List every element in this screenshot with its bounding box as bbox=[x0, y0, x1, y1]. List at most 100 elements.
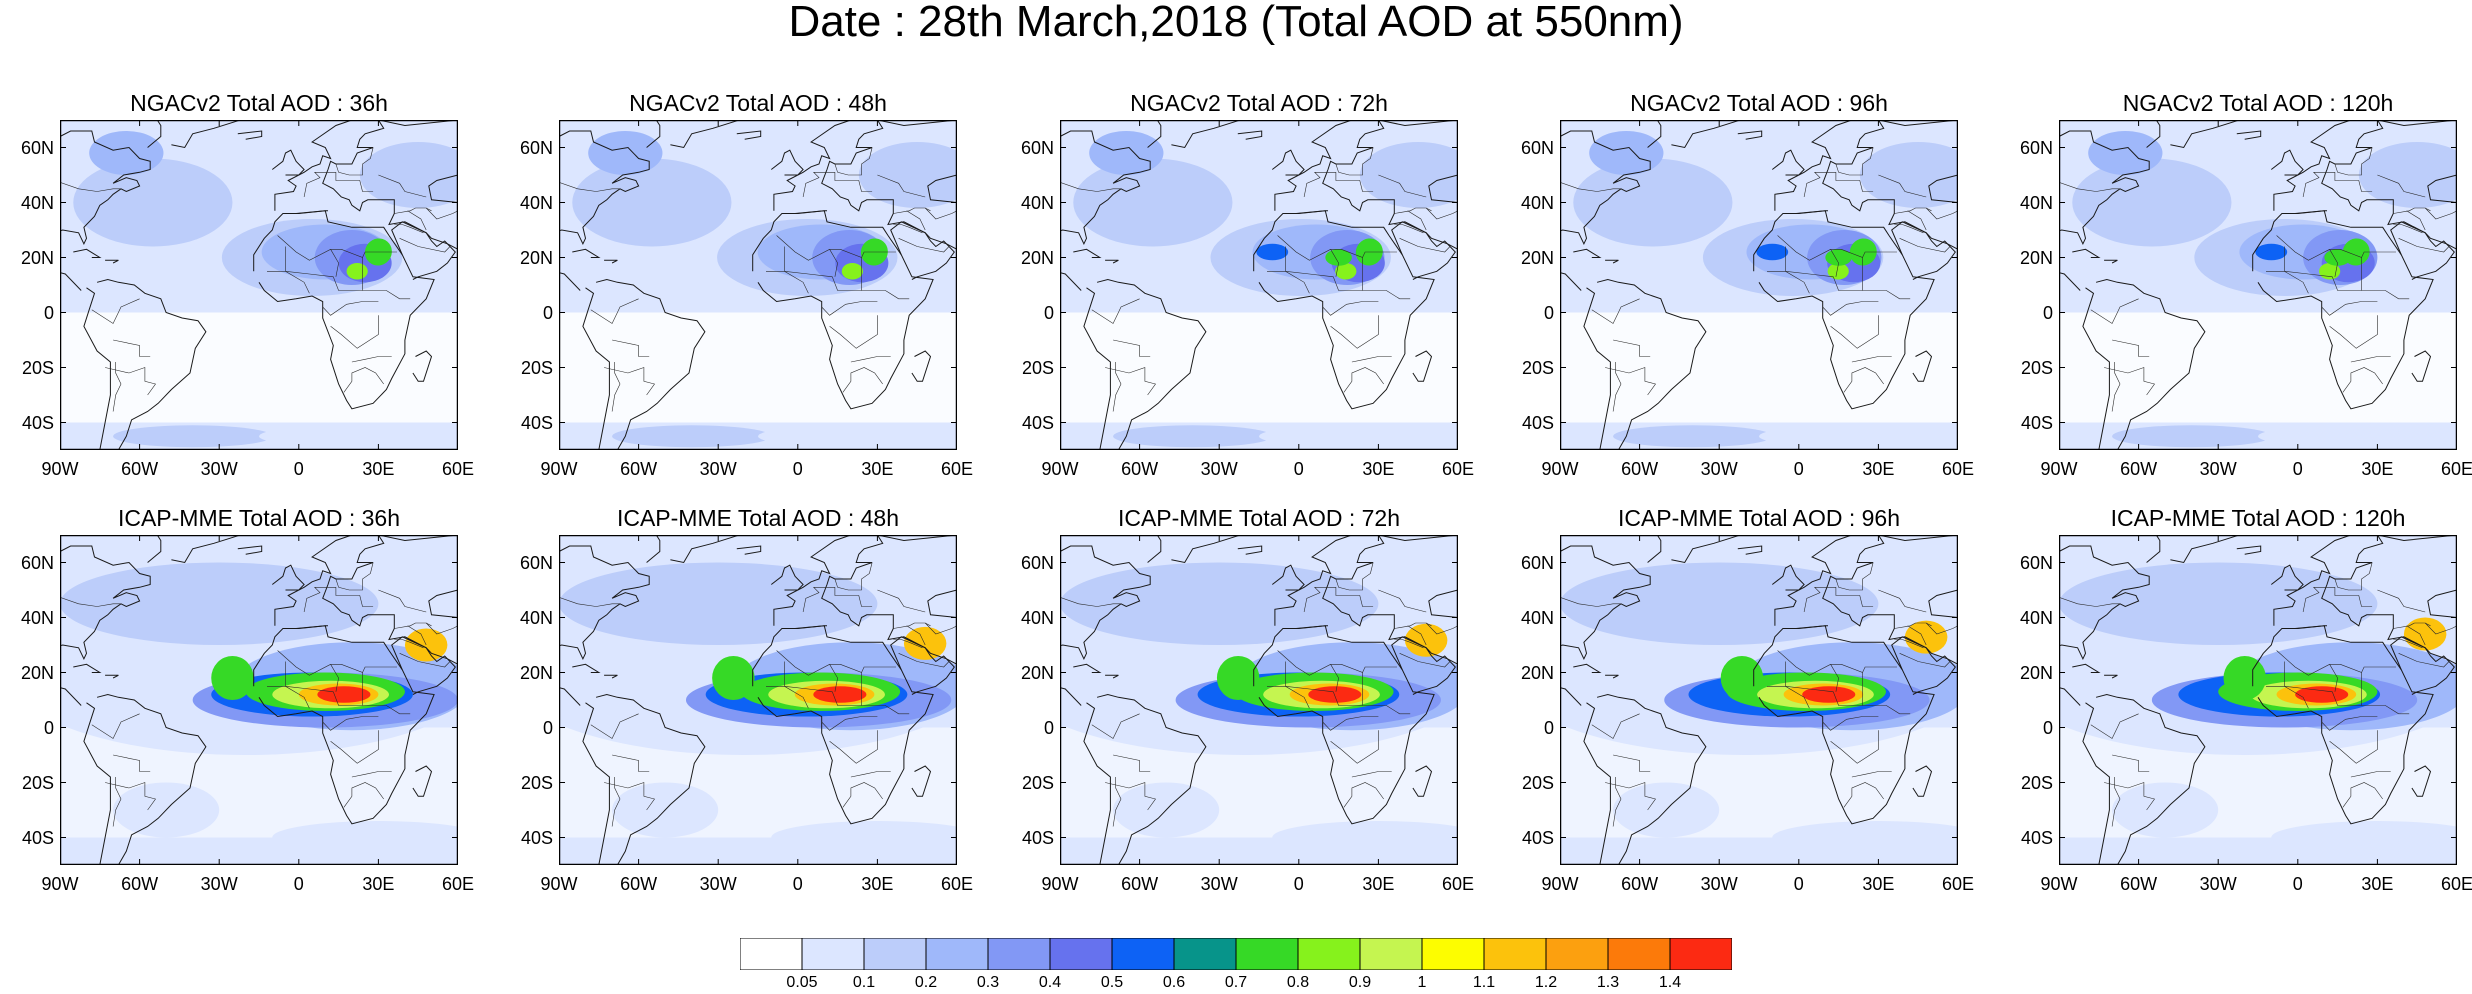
lon-tick-label: 60E bbox=[2440, 874, 2472, 894]
country-border bbox=[1899, 238, 1951, 253]
country-border bbox=[2361, 251, 2396, 258]
lat-tick-label: 20N bbox=[519, 662, 553, 683]
panel-title: NGACv2 Total AOD : 48h bbox=[629, 90, 887, 116]
lon-tick-label: 0 bbox=[1293, 874, 1304, 894]
country-border bbox=[829, 664, 838, 692]
colorbar-label: 0.1 bbox=[852, 974, 876, 991]
lat-tick-label: 60N bbox=[1020, 552, 1054, 573]
panel-title: NGACv2 Total AOD : 96h bbox=[1630, 90, 1888, 116]
coastline bbox=[572, 248, 601, 258]
aod-contour bbox=[2059, 562, 2378, 645]
lat-tick-label: 0 bbox=[1043, 302, 1054, 323]
country-border bbox=[1267, 271, 1363, 291]
aod-map bbox=[1060, 120, 1458, 450]
country-border bbox=[2406, 210, 2426, 231]
country-border bbox=[850, 771, 891, 778]
lon-tick-label: 60W bbox=[620, 874, 658, 894]
coastline bbox=[1147, 535, 1242, 564]
figure-title: Date : 28th March,2018 (Total AOD at 550… bbox=[788, 0, 1684, 46]
lat-tick-label: 40S bbox=[2020, 412, 2053, 433]
coastline bbox=[105, 674, 119, 679]
country-border bbox=[1835, 562, 1874, 591]
coastline bbox=[83, 278, 207, 450]
country-border bbox=[105, 782, 157, 811]
country-border bbox=[906, 210, 926, 231]
country-border bbox=[285, 246, 310, 294]
country-border bbox=[1407, 625, 1427, 646]
coastline bbox=[1912, 765, 1933, 797]
coastline bbox=[572, 663, 601, 673]
aod-contour bbox=[1613, 425, 1773, 448]
lat-tick-label: 20S bbox=[2020, 772, 2053, 793]
panel-title: NGACv2 Total AOD : 120h bbox=[2122, 90, 2394, 116]
aod-map bbox=[1060, 535, 1458, 865]
colorbar-label: 1.3 bbox=[1596, 974, 1620, 991]
lat-tick-label: 20S bbox=[1521, 772, 1554, 793]
country-border bbox=[2424, 207, 2457, 220]
country-border bbox=[2342, 782, 2383, 808]
map-panel-icap-96: ICAP-MME Total AOD : 96h 60N 40N 20N 0 20S 40S… bbox=[1521, 505, 1974, 893]
country-border bbox=[335, 147, 374, 176]
lat-tick-label: 40N bbox=[1020, 192, 1054, 213]
country-border bbox=[1425, 622, 1458, 635]
lon-tick-label: 30W bbox=[200, 874, 238, 894]
lat-tick-label: 40S bbox=[1021, 412, 1054, 433]
lon-tick-label: 30W bbox=[2199, 459, 2237, 479]
country-border bbox=[2393, 639, 2423, 649]
panel-title: ICAP-MME Total AOD : 96h bbox=[1617, 505, 1901, 531]
country-border bbox=[893, 224, 923, 234]
lon-tick-label: 90W bbox=[1541, 874, 1579, 894]
aod-contour bbox=[60, 562, 379, 645]
coastline bbox=[73, 663, 102, 673]
country-border bbox=[861, 251, 896, 258]
coastline bbox=[2270, 149, 2304, 176]
country-border bbox=[2302, 171, 2373, 198]
country-border bbox=[611, 777, 621, 827]
coastline bbox=[1573, 663, 1602, 673]
colorbar-label: 1.2 bbox=[1534, 974, 1558, 991]
lat-tick-label: 60N bbox=[519, 137, 553, 158]
colorbar-box bbox=[740, 938, 803, 970]
coastline bbox=[237, 130, 263, 140]
country-border bbox=[1322, 301, 1379, 316]
country-border bbox=[1830, 730, 1879, 764]
country-border bbox=[898, 653, 950, 668]
lon-tick-label: 30W bbox=[2199, 874, 2237, 894]
colorbar-box bbox=[987, 938, 1051, 970]
lat-tick-label: 60N bbox=[2019, 137, 2053, 158]
aod-contour bbox=[346, 263, 368, 280]
lon-tick-label: 30W bbox=[699, 459, 737, 479]
map-panel-ngac-72: NGACv2 Total AOD : 72h 60N 40N 20N 0 20S 40S 90… bbox=[1021, 90, 1474, 478]
panel-title: NGACv2 Total AOD : 36h bbox=[130, 90, 388, 116]
coastline bbox=[2059, 130, 2150, 291]
colorbar-box bbox=[863, 938, 927, 970]
country-border bbox=[1394, 639, 1424, 649]
coastline bbox=[1083, 693, 1207, 865]
aod-contour bbox=[771, 821, 957, 854]
country-border bbox=[1591, 298, 1640, 324]
country-border bbox=[877, 589, 926, 613]
country-border bbox=[1330, 730, 1379, 764]
lat-tick-label: 40S bbox=[520, 412, 553, 433]
lat-tick-label: 40S bbox=[520, 827, 553, 848]
country-border bbox=[1362, 290, 1411, 300]
country-border bbox=[1878, 589, 1927, 613]
coastline bbox=[105, 259, 119, 264]
coastline bbox=[2146, 120, 2241, 149]
aod-contour bbox=[572, 158, 732, 247]
lon-tick-label: 30E bbox=[861, 874, 894, 894]
lat-tick-label: 0 bbox=[2042, 302, 2053, 323]
country-border bbox=[2090, 298, 2139, 324]
lat-tick-label: 20N bbox=[1020, 247, 1054, 268]
country-border bbox=[91, 713, 140, 739]
aod-contour bbox=[1335, 263, 1357, 280]
colorbar-label: 0.05 bbox=[786, 974, 818, 991]
lat-tick-label: 40S bbox=[1521, 412, 1554, 433]
country-border bbox=[1112, 777, 1122, 827]
country-border bbox=[834, 562, 873, 591]
country-border bbox=[330, 315, 379, 349]
country-border bbox=[2059, 182, 2120, 192]
lon-tick-label: 90W bbox=[2040, 459, 2078, 479]
lon-tick-label: 0 bbox=[1793, 459, 1804, 479]
coastline bbox=[1288, 625, 1328, 629]
